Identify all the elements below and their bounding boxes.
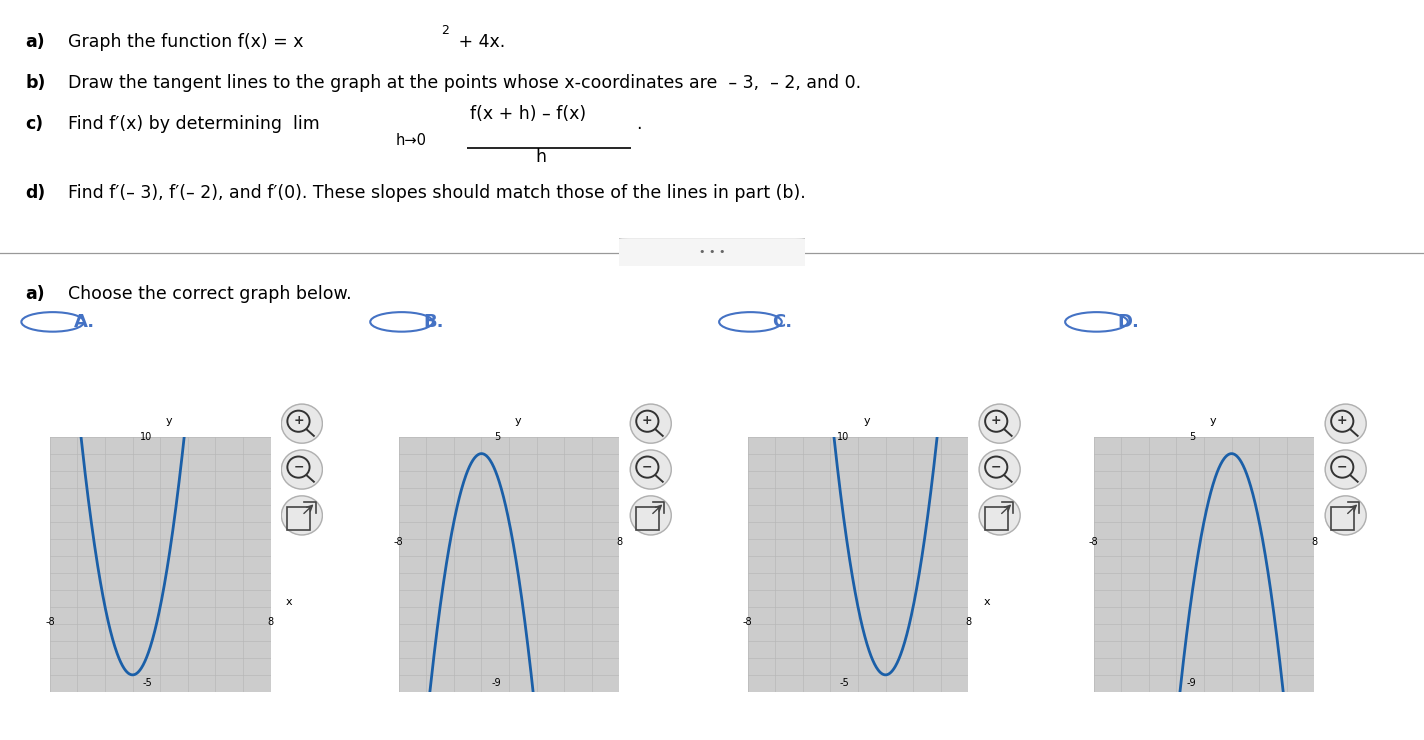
Text: Choose the correct graph below.: Choose the correct graph below. [68,285,352,303]
Circle shape [1326,450,1366,489]
Text: +: + [642,414,652,427]
Text: -9: -9 [491,679,501,688]
Text: x: x [984,596,990,607]
Text: + 4x.: + 4x. [453,33,506,51]
Circle shape [980,404,1020,443]
Text: −: − [293,460,303,473]
Text: 2: 2 [441,24,450,37]
Circle shape [1326,496,1366,535]
Text: −: − [642,460,652,473]
Text: a): a) [26,33,46,51]
Text: -8: -8 [1089,537,1098,547]
Text: 10: 10 [140,431,152,442]
Text: x: x [286,596,292,607]
Text: -5: -5 [840,679,850,688]
Text: 10: 10 [837,431,850,442]
Circle shape [282,496,322,535]
Circle shape [980,496,1020,535]
Text: 5: 5 [494,431,501,442]
Text: f(x + h) – f(x): f(x + h) – f(x) [470,105,587,123]
Text: • • •: • • • [699,247,725,258]
Circle shape [282,450,322,489]
Text: 8: 8 [965,617,971,627]
Circle shape [631,404,671,443]
Text: d): d) [26,184,46,201]
Text: .: . [637,115,642,132]
Text: −: − [991,460,1001,473]
Text: -8: -8 [46,617,54,627]
Text: c): c) [26,115,44,132]
Text: +: + [293,414,303,427]
Text: D.: D. [1118,313,1139,331]
Text: 5: 5 [1189,431,1196,442]
Text: y: y [165,417,172,426]
Circle shape [980,450,1020,489]
Text: y: y [863,417,870,426]
Text: -8: -8 [743,617,752,627]
Text: 8: 8 [617,537,622,547]
Text: A.: A. [74,313,95,331]
Text: b): b) [26,74,46,92]
Text: -9: -9 [1186,679,1196,688]
Text: x: x [1330,511,1336,522]
Text: +: + [1337,414,1347,427]
Text: x: x [635,511,641,522]
Text: y: y [1209,417,1216,426]
Text: y: y [514,417,521,426]
Circle shape [282,404,322,443]
Text: -5: -5 [142,679,152,688]
Text: 8: 8 [268,617,273,627]
Circle shape [631,450,671,489]
Circle shape [631,496,671,535]
Text: 8: 8 [1312,537,1317,547]
Text: Draw the tangent lines to the graph at the points whose x-coordinates are  – 3, : Draw the tangent lines to the graph at t… [68,74,862,92]
Text: Find f′(– 3), f′(– 2), and f′(0). These slopes should match those of the lines i: Find f′(– 3), f′(– 2), and f′(0). These … [68,184,806,201]
Circle shape [1326,404,1366,443]
Text: C.: C. [772,313,792,331]
Text: +: + [991,414,1001,427]
Text: h→0: h→0 [396,133,427,148]
FancyBboxPatch shape [614,238,810,267]
Text: a): a) [26,285,46,303]
Text: Graph the function f(x) = x: Graph the function f(x) = x [68,33,303,51]
Text: B.: B. [423,313,443,331]
Text: -8: -8 [394,537,403,547]
Text: h: h [535,148,547,166]
Text: −: − [1337,460,1347,473]
Text: Find f′(x) by determining  lim: Find f′(x) by determining lim [68,115,320,132]
